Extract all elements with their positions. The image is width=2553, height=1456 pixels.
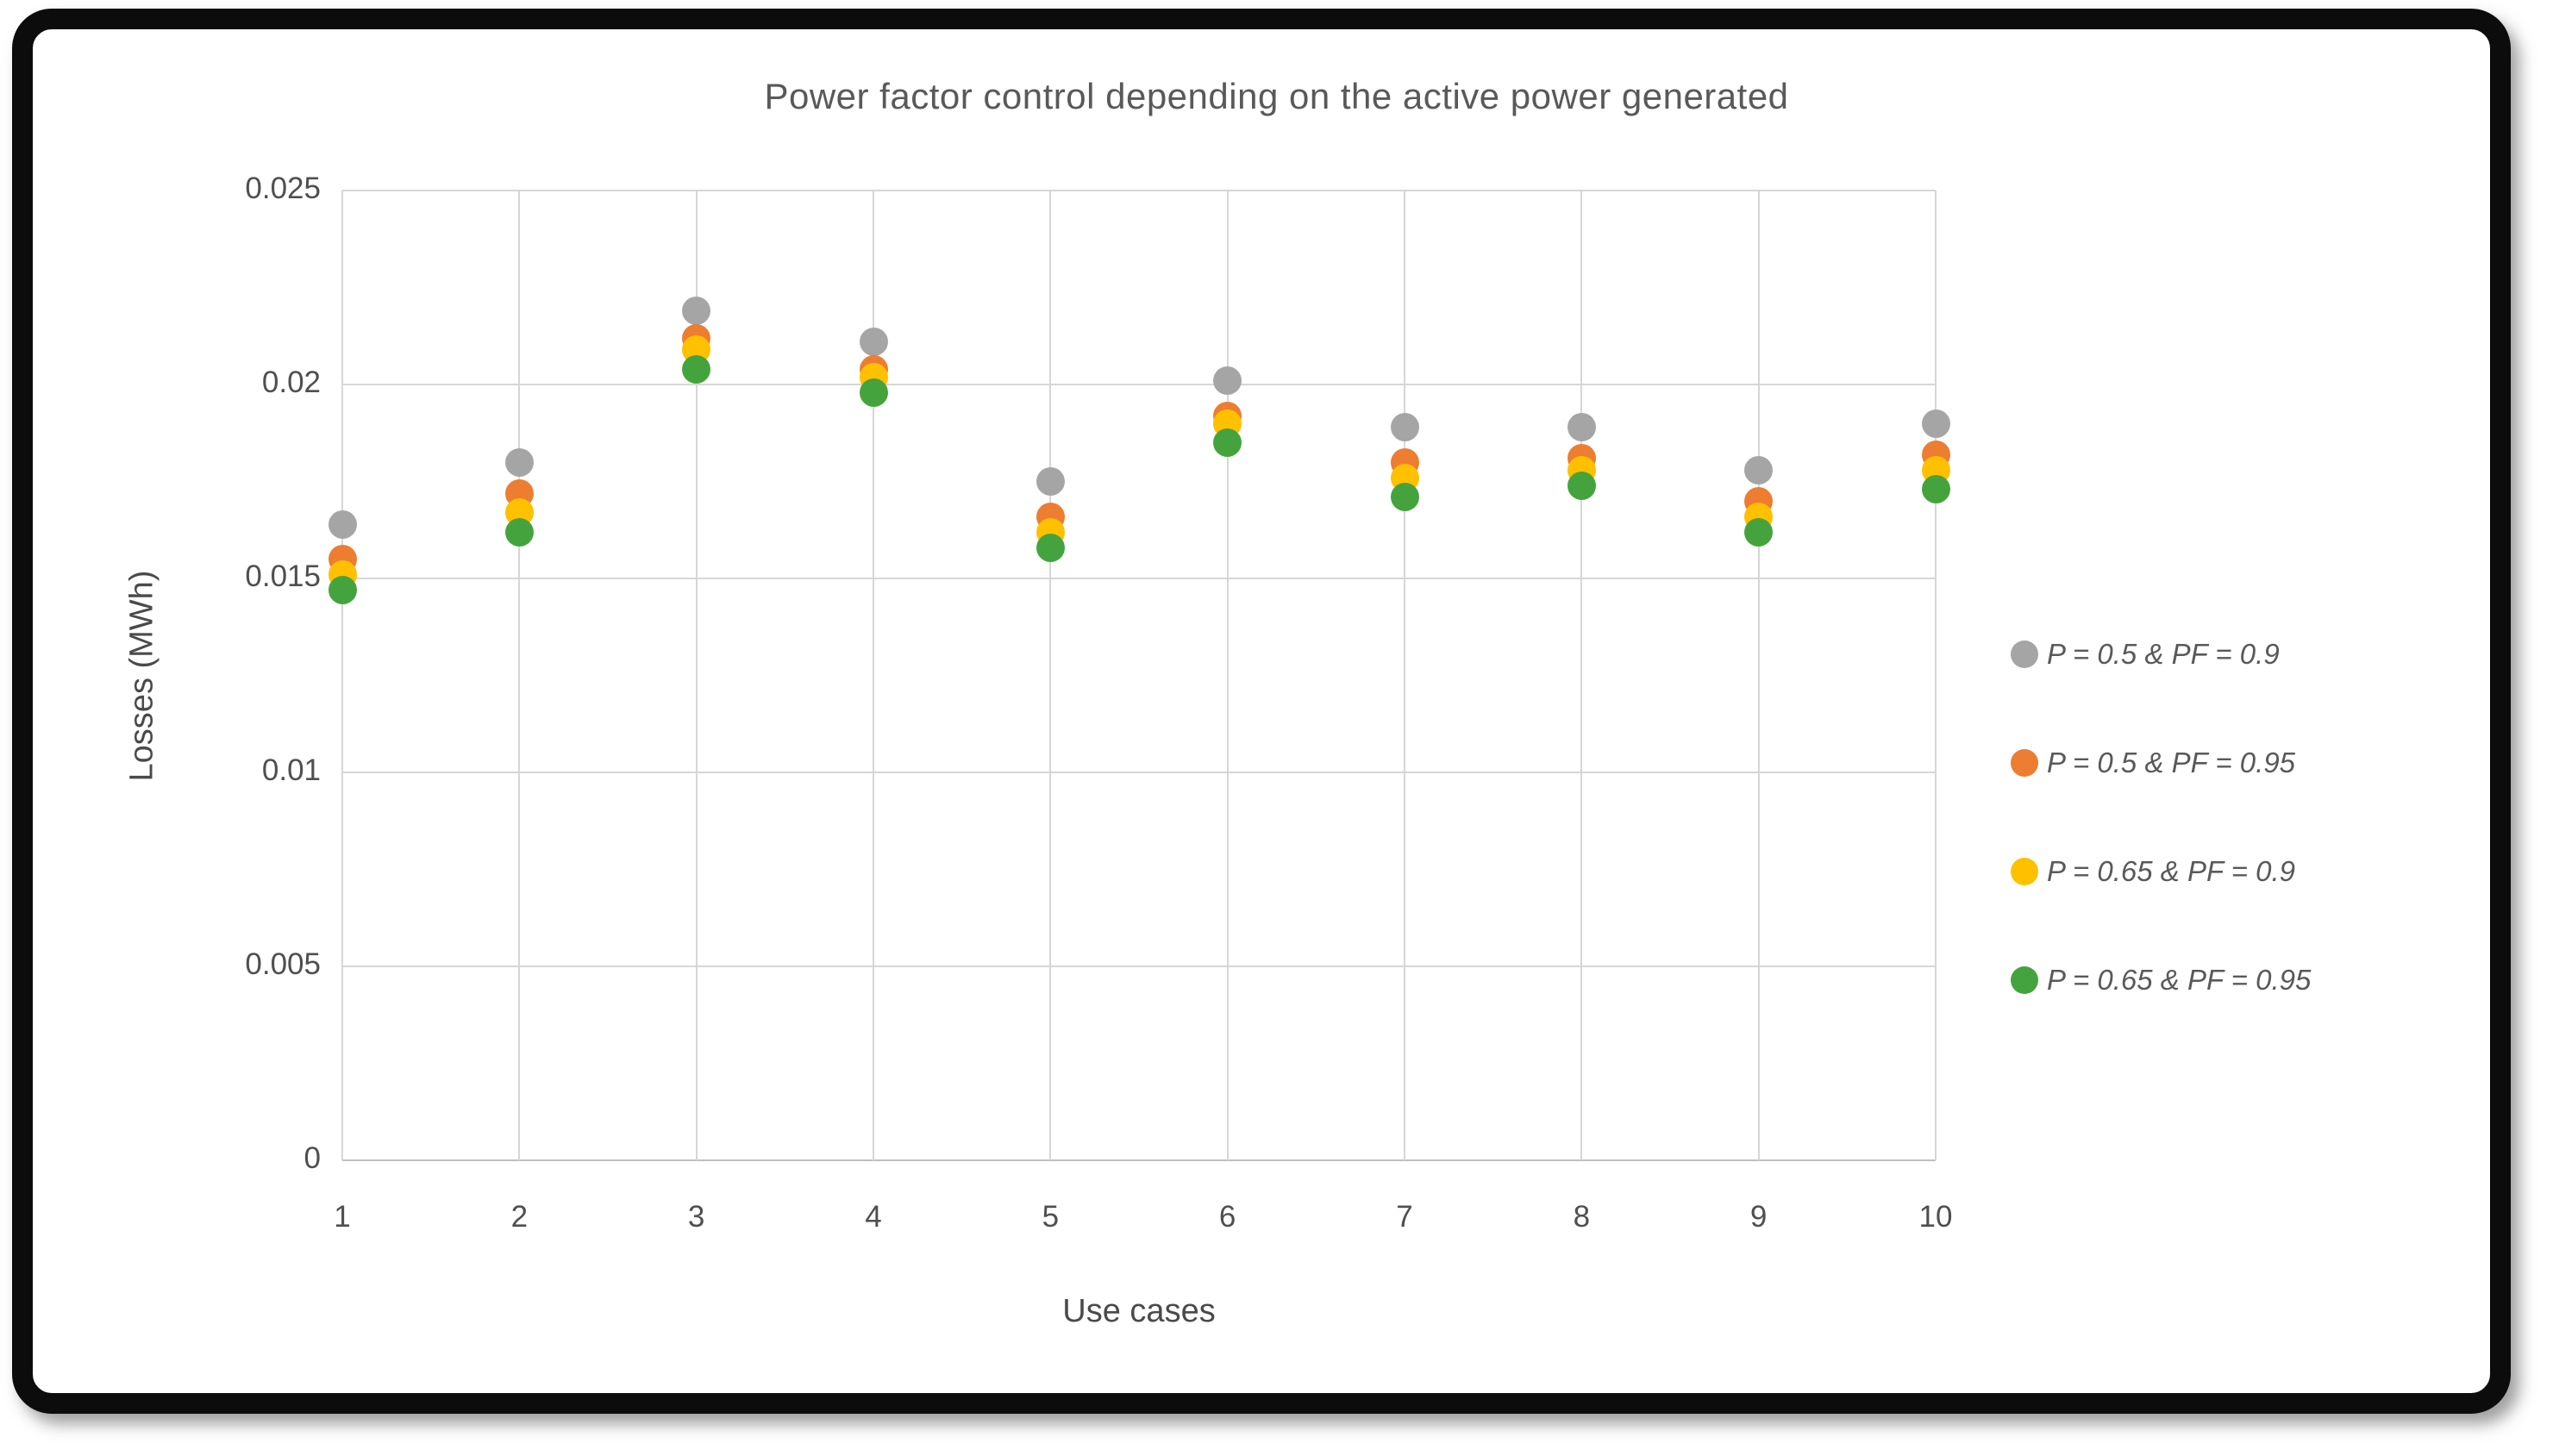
- x-axis-tick-labels: 1 2 3 4 5 6 7 8 9 10: [334, 1200, 1952, 1243]
- y-tick-label: 0.015: [245, 559, 321, 593]
- data-point: [504, 447, 534, 477]
- gridline-vertical: [1757, 191, 1760, 1160]
- data-point: [1036, 467, 1065, 496]
- data-point: [1744, 517, 1774, 547]
- gridline-vertical: [1226, 191, 1229, 1160]
- x-tick-label: 7: [1396, 1200, 1413, 1234]
- x-tick-label: 10: [1918, 1200, 1953, 1234]
- x-tick-label: 2: [510, 1200, 529, 1234]
- gridline-vertical: [1049, 191, 1052, 1160]
- x-axis-title: Use cases: [1062, 1293, 1216, 1329]
- gridline-horizontal: [342, 772, 1936, 773]
- gridline-horizontal: [342, 190, 1936, 191]
- x-tick-label: 6: [1218, 1200, 1236, 1234]
- gridline-vertical: [341, 191, 343, 1160]
- chart-title: Power factor control depending on the ac…: [764, 76, 1789, 116]
- gridline-vertical: [1580, 191, 1583, 1160]
- chart-frame-border: [12, 9, 2511, 1414]
- gridline-vertical: [518, 191, 521, 1160]
- data-point: [328, 576, 357, 604]
- x-tick-label: 5: [1042, 1200, 1060, 1234]
- data-point: [1921, 475, 1950, 503]
- data-point: [504, 517, 534, 547]
- legend-label: P = 0.65 & PF = 0.95: [2047, 964, 2312, 996]
- data-point: [1213, 366, 1242, 395]
- y-tick-label: 0.005: [245, 947, 321, 981]
- gridline-vertical: [1935, 191, 1937, 1160]
- legend-marker-icon: [2011, 749, 2038, 777]
- legend-marker-icon: [2011, 858, 2038, 885]
- legend-item: P = 0.5 & PF = 0.95: [2011, 744, 2311, 782]
- y-tick-label: 0.01: [261, 753, 321, 787]
- legend-label: P = 0.5 & PF = 0.95: [2047, 747, 2296, 778]
- y-tick-label: 0.02: [261, 366, 321, 399]
- plot-area: [328, 190, 1950, 1161]
- data-point: [1213, 428, 1242, 457]
- data-point: [1567, 413, 1596, 441]
- legend-label: P = 0.65 & PF = 0.9: [2047, 855, 2296, 887]
- gridline-horizontal: [342, 1159, 1936, 1161]
- gridline-vertical: [873, 191, 874, 1160]
- legend-marker-icon: [2011, 966, 2038, 994]
- data-point: [1390, 483, 1419, 511]
- data-point: [1390, 413, 1419, 441]
- gridline-horizontal: [342, 384, 1936, 385]
- x-tick-label: 9: [1749, 1200, 1768, 1234]
- data-point: [859, 328, 888, 356]
- x-tick-label: 1: [334, 1200, 351, 1234]
- gridline-horizontal: [342, 578, 1936, 579]
- data-point: [682, 297, 711, 325]
- legend-label: P = 0.5 & PF = 0.9: [2047, 638, 2280, 670]
- data-point: [328, 509, 357, 539]
- y-axis-title: Losses (MWh): [123, 570, 160, 782]
- legend-item: P = 0.5 & PF = 0.9: [2011, 635, 2311, 673]
- y-tick-label: 0: [303, 1141, 321, 1175]
- data-point: [1036, 533, 1065, 562]
- data-point: [1921, 409, 1950, 438]
- x-tick-label: 3: [687, 1200, 705, 1234]
- x-tick-label: 8: [1573, 1200, 1591, 1234]
- y-tick-label: 0.025: [245, 172, 321, 205]
- data-point: [859, 378, 888, 407]
- gridline-vertical: [695, 191, 698, 1160]
- data-point: [1744, 455, 1774, 484]
- legend-item: P = 0.65 & PF = 0.9: [2011, 853, 2311, 890]
- legend: P = 0.5 & PF = 0.9 P = 0.5 & PF = 0.95 P =…: [2011, 635, 2311, 999]
- legend-item: P = 0.65 & PF = 0.95: [2011, 961, 2311, 999]
- legend-marker-icon: [2011, 641, 2038, 668]
- gridline-horizontal: [342, 965, 1936, 967]
- data-point: [682, 354, 711, 384]
- x-tick-label: 4: [865, 1200, 882, 1234]
- data-point: [1567, 471, 1596, 500]
- y-axis-tick-labels: 0 0.005 0.01 0.015 0.02 0.025: [0, 172, 321, 1175]
- gridline-vertical: [1404, 191, 1405, 1160]
